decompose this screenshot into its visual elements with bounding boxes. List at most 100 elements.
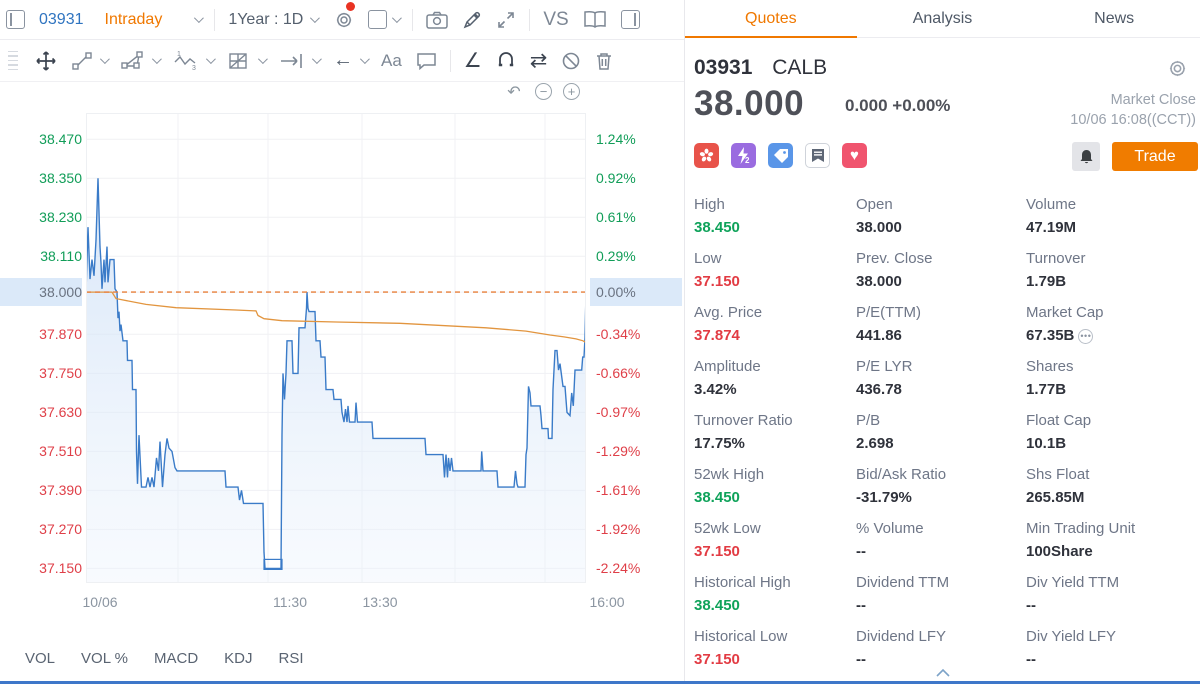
move-icon[interactable] — [35, 50, 57, 72]
percent-tick: -1.92% — [596, 521, 641, 537]
undo-icon[interactable]: ↶ — [507, 83, 521, 101]
compare-button[interactable]: VS — [543, 8, 569, 30]
cycle-icon[interactable]: ⇄ — [529, 49, 548, 72]
chart-toolbar: 03931 Intraday 1Year : 1D VS — [0, 0, 684, 40]
quote-cell: Turnover Ratio 17.75% — [694, 410, 856, 464]
level2-lightning-icon[interactable]: 2 — [731, 143, 756, 168]
quote-value: 37.150 — [694, 651, 740, 668]
camera-icon[interactable] — [426, 11, 449, 29]
arrow-left-icon: ← — [333, 49, 353, 71]
trade-button[interactable]: Trade — [1112, 142, 1198, 171]
quote-value: 436.78 — [856, 381, 902, 398]
quote-label: Shares — [1026, 358, 1074, 375]
quote-cell: % Volume -- — [856, 518, 1026, 572]
hk-market-icon[interactable] — [694, 143, 719, 168]
percent-tick: 0.00% — [596, 284, 636, 300]
chevron-down-icon — [99, 54, 110, 65]
magnet-icon[interactable] — [496, 51, 516, 71]
pencil-icon[interactable] — [462, 10, 482, 30]
quote-value: 100Share — [1026, 543, 1093, 560]
quote-label: P/E(TTM) — [856, 304, 921, 321]
toolbar-separator — [412, 8, 414, 31]
quote-label: Dividend TTM — [856, 574, 950, 591]
quote-label: P/E LYR — [856, 358, 913, 375]
quote-label: Market Cap — [1026, 304, 1104, 321]
tab-news[interactable]: News — [1094, 9, 1135, 27]
bookmark-icon[interactable] — [805, 143, 830, 168]
polygon-tool[interactable] — [121, 50, 162, 72]
indicator-tab-macd[interactable]: MACD — [153, 649, 199, 667]
indicator-tab-vol[interactable]: VOL % — [81, 649, 128, 667]
trend-line-tool[interactable] — [71, 50, 110, 72]
gear-icon[interactable] — [334, 10, 354, 30]
quote-cell: High 38.450 — [694, 194, 856, 248]
quote-label: Historical High — [694, 574, 791, 591]
quote-label: Amplitude — [694, 358, 761, 375]
quote-cell: Div Yield TTM -- — [1026, 572, 1194, 626]
arrow-left-tool[interactable]: ← — [333, 49, 370, 72]
price-tick: 37.390 — [39, 482, 82, 498]
quote-value: 441.86 — [856, 327, 902, 344]
alert-bell-button[interactable] — [1072, 142, 1100, 171]
percent-tick: 0.61% — [596, 209, 636, 225]
toolbar-separator — [214, 8, 216, 31]
quote-cell: P/E(TTM) 441.86 — [856, 302, 1026, 356]
right-panel-icon[interactable] — [620, 10, 640, 29]
intraday-plot[interactable] — [86, 113, 586, 583]
label-tag-icon[interactable] — [768, 143, 793, 168]
more-icon[interactable]: ••• — [1078, 328, 1094, 344]
quote-value: 2.698 — [856, 435, 894, 452]
text-tool[interactable]: Aa — [381, 50, 402, 70]
zoom-in-icon[interactable]: + — [563, 83, 580, 100]
quote-value: 37.150 — [694, 543, 740, 560]
fullscreen-icon[interactable] — [496, 10, 516, 30]
zoom-out-icon[interactable]: − — [535, 83, 552, 100]
toolbar-drag-handle[interactable] — [8, 50, 18, 71]
percent-tick: -1.29% — [596, 443, 641, 459]
percent-tick: 1.24% — [596, 131, 636, 147]
layout-selector[interactable] — [368, 10, 403, 29]
collapse-chevron-icon[interactable] — [935, 664, 951, 682]
gann-box-tool[interactable] — [227, 50, 268, 72]
quote-label: 52wk Low — [694, 520, 761, 537]
symbol-selector[interactable]: 03931 — [39, 10, 84, 28]
quote-cell: 52wk High 38.450 — [694, 464, 856, 518]
arrow-to-bar-tool[interactable] — [279, 52, 322, 70]
indicator-tab-kdj[interactable]: KDJ — [224, 649, 253, 667]
quote-label: Turnover Ratio — [694, 412, 793, 429]
tab-quotes[interactable]: Quotes — [685, 0, 857, 38]
range-selector[interactable]: 1Year : 1D — [228, 11, 321, 29]
quote-label: 52wk High — [694, 466, 765, 483]
panel-gear-icon[interactable] — [1167, 58, 1188, 79]
price-change: 0.000 +0.00% — [845, 96, 951, 115]
price-tick: 38.350 — [39, 170, 82, 186]
indicator-tab-vol[interactable]: VOL — [25, 649, 56, 667]
quote-label: Dividend LFY — [856, 628, 947, 645]
price-tick: 38.000 — [39, 284, 82, 300]
quote-label: P/B — [856, 412, 881, 429]
tab-analysis[interactable]: Analysis — [912, 9, 973, 27]
price-tick: 38.230 — [39, 209, 82, 225]
ban-icon[interactable] — [561, 51, 581, 71]
chevron-down-icon — [359, 54, 370, 65]
quote-label: Div Yield TTM — [1026, 574, 1120, 591]
quote-label: Shs Float — [1026, 466, 1090, 483]
book-icon[interactable] — [583, 10, 607, 29]
chart-type-selector[interactable]: Intraday — [105, 11, 205, 29]
quote-value: 38.450 — [694, 597, 740, 614]
trash-icon[interactable] — [595, 51, 613, 71]
price-tick: 37.870 — [39, 326, 82, 342]
left-panel-icon[interactable] — [6, 10, 25, 29]
quote-label: Float Cap — [1026, 412, 1092, 429]
layout-square-icon — [368, 10, 388, 29]
quote-cell: Dividend LFY -- — [856, 626, 1026, 680]
quote-cell: Shs Float 265.85M — [1026, 464, 1194, 518]
indicator-tab-rsi[interactable]: RSI — [278, 649, 304, 667]
comment-tool[interactable] — [416, 51, 437, 70]
svg-text:3: 3 — [192, 65, 196, 72]
quote-value: 38.450 — [694, 489, 740, 506]
heart-icon[interactable]: ♥ — [842, 143, 867, 168]
quote-value: 1.77B — [1026, 381, 1067, 398]
angle-tool[interactable]: ∠ — [463, 50, 482, 72]
